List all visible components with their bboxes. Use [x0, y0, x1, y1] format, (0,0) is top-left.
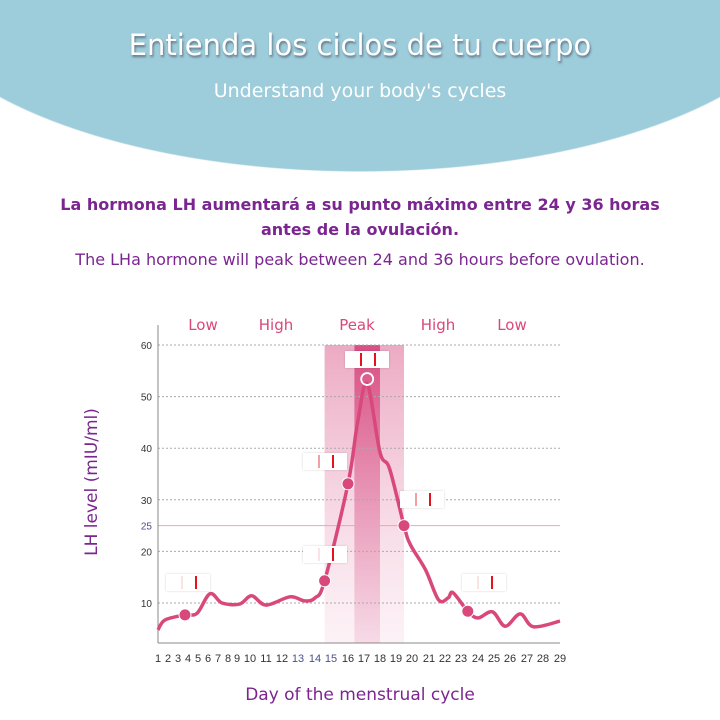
x-tick-label: 9	[234, 653, 240, 665]
y-tick-label: 60	[141, 341, 153, 352]
x-tick-label: 27	[521, 653, 533, 665]
test-strip-peak	[345, 351, 389, 368]
phase-label: High	[421, 316, 455, 334]
x-tick-label: 8	[225, 653, 231, 665]
page-subtitle: Understand your body's cycles	[213, 80, 507, 102]
test-strip-low-late	[462, 574, 506, 591]
y-tick-label: 50	[141, 393, 153, 404]
band-peak-window	[354, 345, 380, 643]
x-tick-label: 18	[374, 653, 386, 665]
page-title: Entienda los ciclos de tu cuerpo	[128, 28, 592, 62]
y-tick-label: 20	[141, 547, 153, 558]
data-point	[318, 574, 332, 588]
test-strip-rising	[303, 546, 347, 563]
x-tick-label: 13	[292, 653, 304, 665]
x-tick-label: 24	[472, 653, 484, 665]
x-tick-label: 26	[504, 653, 516, 665]
header-banner	[0, 0, 720, 174]
x-tick-label: 20	[406, 653, 418, 665]
x-tick-label: 12	[276, 653, 288, 665]
phase-label: High	[259, 316, 293, 334]
x-tick-label: 29	[554, 653, 566, 665]
phase-label: Peak	[339, 316, 375, 334]
y-tick-label: 10	[141, 599, 153, 610]
x-tick-label: 21	[423, 653, 435, 665]
intro-english: The LHa hormone will peak between 24 and…	[75, 250, 645, 269]
data-point	[461, 604, 475, 618]
x-tick-label: 14	[309, 653, 321, 665]
phase-label: Low	[188, 316, 218, 334]
lh-curve	[156, 381, 561, 631]
x-tick-label: 11	[260, 653, 271, 665]
x-tick-label: 10	[244, 653, 256, 665]
data-point	[397, 519, 411, 533]
data-point	[178, 608, 192, 622]
y-tick-label: 30	[141, 496, 153, 507]
x-tick-label: 28	[537, 653, 549, 665]
test-strip-falling	[400, 491, 444, 508]
x-tick-label: 1	[155, 653, 161, 665]
x-tick-label: 19	[390, 653, 402, 665]
x-tick-label: 3	[175, 653, 181, 665]
data-point	[360, 372, 375, 386]
test-strip-low	[166, 574, 210, 591]
x-tick-label: 17	[358, 653, 370, 665]
phase-label: Low	[497, 316, 527, 334]
y-axis-label: LH level (mIU/ml)	[82, 408, 102, 556]
data-point	[341, 477, 355, 491]
x-tick-label: 22	[439, 653, 451, 665]
intro-spanish: La hormona LH aumentará a su punto máxim…	[60, 195, 660, 239]
x-tick-label: 23	[455, 653, 467, 665]
x-tick-label: 4	[185, 653, 191, 665]
x-tick-label: 15	[325, 653, 337, 665]
x-tick-label: 5	[195, 653, 201, 665]
x-tick-label: 25	[488, 653, 500, 665]
x-axis-label: Day of the menstrual cycle	[245, 685, 475, 705]
test-strip-high	[303, 453, 347, 470]
x-tick-label: 16	[342, 653, 354, 665]
threshold-label: 25	[141, 522, 153, 533]
x-tick-label: 7	[215, 653, 221, 665]
y-tick-label: 40	[141, 444, 153, 455]
x-tick-label: 6	[205, 653, 211, 665]
x-tick-label: 2	[165, 653, 171, 665]
